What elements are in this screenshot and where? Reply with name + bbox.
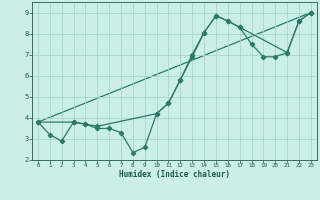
X-axis label: Humidex (Indice chaleur): Humidex (Indice chaleur) — [119, 170, 230, 179]
